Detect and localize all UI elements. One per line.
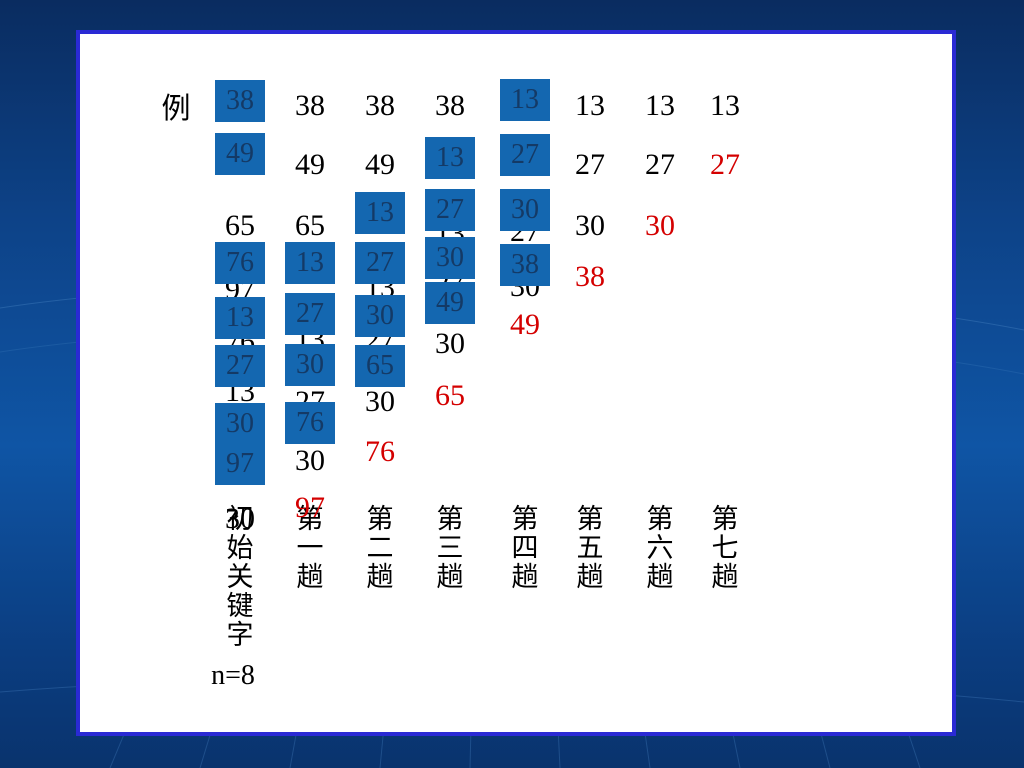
number-plain: 30: [365, 385, 395, 418]
header-character: 字: [226, 620, 254, 650]
pass-column-header: 第七趟: [712, 505, 739, 592]
number-plain: 38: [435, 89, 465, 122]
number-box: 76: [215, 242, 265, 284]
number-box: 13: [355, 192, 405, 234]
header-character: 趟: [366, 562, 394, 592]
number-red: 27: [710, 148, 740, 181]
number-red: 65: [435, 379, 465, 412]
header-character: 趟: [711, 562, 739, 592]
header-character: 五: [576, 533, 604, 563]
number-box: 30: [425, 237, 475, 279]
header-character: 趟: [511, 562, 539, 592]
number-red: 97: [295, 491, 325, 524]
number-plain: 65: [225, 209, 255, 242]
header-character: 趟: [646, 562, 674, 592]
number-box: 65: [355, 345, 405, 387]
header-character: 第: [511, 504, 539, 534]
pass-column-header: 第六趟: [647, 505, 674, 592]
number-box: 27: [215, 345, 265, 387]
header-character: 第: [576, 504, 604, 534]
number-box: 30: [215, 403, 265, 445]
pass-column-header: 第一趟: [297, 505, 324, 592]
number-plain: 30: [295, 444, 325, 477]
number-box: 38: [500, 244, 550, 286]
number-box: 49: [215, 133, 265, 175]
number-red: 38: [575, 260, 605, 293]
header-character: 趟: [296, 562, 324, 592]
header-character: 第: [366, 504, 394, 534]
header-character: 六: [646, 533, 674, 563]
header-character: 初: [226, 504, 254, 534]
header-character: 始: [226, 533, 254, 563]
header-character: 趟: [576, 562, 604, 592]
number-plain: 30: [435, 327, 465, 360]
number-box: 30: [355, 295, 405, 337]
number-box: 13: [500, 79, 550, 121]
element-count-label: n=8: [211, 660, 255, 691]
header-character: 关: [226, 562, 254, 592]
header-character: 第: [711, 504, 739, 534]
pass-column-header: 第二趟: [367, 505, 394, 592]
number-box: 27: [285, 293, 335, 335]
header-character: 第: [296, 504, 324, 534]
example-label: 例: [161, 93, 191, 125]
number-plain: 30: [575, 209, 605, 242]
number-box: 13: [215, 297, 265, 339]
number-plain: 13: [575, 89, 605, 122]
pass-column-header: 第四趟: [512, 505, 539, 592]
number-box: 38: [215, 80, 265, 122]
header-character: 键: [226, 591, 254, 621]
number-plain: 30: [225, 502, 255, 535]
header-character: 七: [711, 533, 739, 563]
number-plain: 13: [710, 89, 740, 122]
number-red: 76: [365, 435, 395, 468]
number-box: 30: [285, 344, 335, 386]
number-plain: 49: [365, 148, 395, 181]
number-plain: 38: [365, 89, 395, 122]
number-box: 49: [425, 282, 475, 324]
number-box: 30: [500, 189, 550, 231]
header-character: 一: [296, 533, 324, 563]
number-box: 13: [425, 137, 475, 179]
number-plain: 27: [575, 148, 605, 181]
number-plain: 38: [295, 89, 325, 122]
number-box: 76: [285, 402, 335, 444]
number-box: 13: [285, 242, 335, 284]
header-character: 三: [436, 533, 464, 563]
number-plain: 27: [645, 148, 675, 181]
header-character: 第: [436, 504, 464, 534]
number-box: 97: [215, 443, 265, 485]
number-plain: 49: [295, 148, 325, 181]
header-character: 四: [511, 533, 539, 563]
number-box: 27: [500, 134, 550, 176]
number-red: 49: [510, 308, 540, 341]
number-red: 30: [645, 209, 675, 242]
pass-column-header: 第五趟: [577, 505, 604, 592]
header-character: 趟: [436, 562, 464, 592]
number-plain: 65: [295, 209, 325, 242]
header-character: 二: [366, 533, 394, 563]
number-plain: 13: [645, 89, 675, 122]
pass-column-header: 初始关键字: [227, 505, 254, 650]
number-box: 27: [425, 189, 475, 231]
number-box: 27: [355, 242, 405, 284]
header-character: 第: [646, 504, 674, 534]
pass-column-header: 第三趟: [437, 505, 464, 592]
